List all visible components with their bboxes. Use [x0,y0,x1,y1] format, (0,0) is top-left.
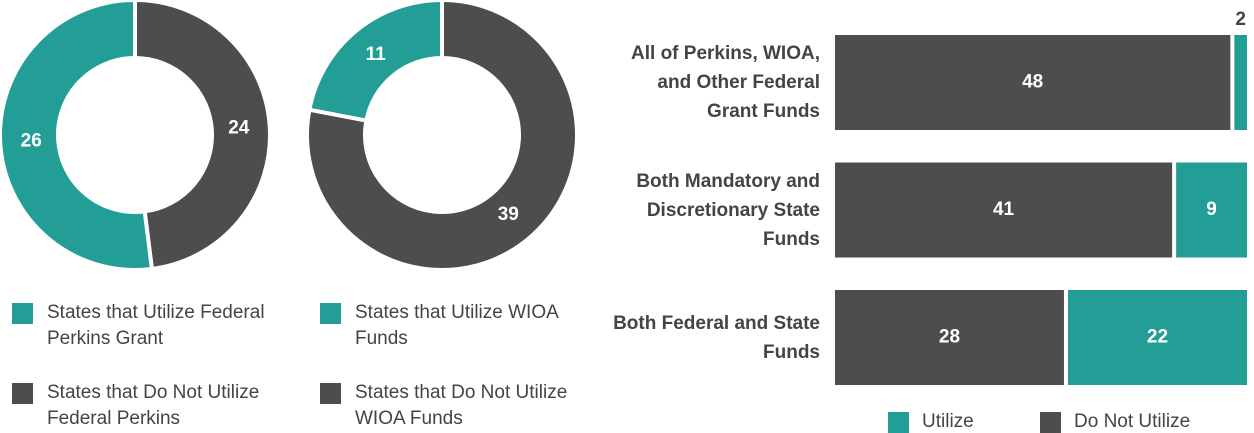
legend-swatch [1040,412,1061,433]
data-label: 39 [498,204,519,225]
data-label: 24 [228,117,250,138]
category-label: Both Mandatory and Discretionary State F… [636,170,820,250]
donut-segment [307,0,444,123]
donut-segment [0,0,155,272]
legend-label: States that Do Not Utilize Federal Perki… [47,382,260,429]
bar-segment [835,162,1173,258]
bar-segment [835,35,1231,130]
legend-swatch [12,383,33,404]
data-label: 2 [1235,9,1246,30]
bar-segment [1067,290,1247,385]
legend-label: States that Utilize Federal Perkins Gran… [47,302,265,349]
data-label: 48 [1022,72,1043,93]
legend-label: Do Not Utilize [1074,411,1191,432]
data-label: 26 [21,131,42,152]
donut-segment [305,0,579,272]
category-label: All of Perkins, WIOA, and Other Federal … [631,43,820,122]
bar-segment [835,290,1064,385]
legend-label: States that Utilize WIOA Funds [355,302,558,349]
bar-segment [1234,35,1247,130]
bar-segment [1176,162,1247,258]
data-label: 41 [993,199,1015,220]
data-label: 28 [939,327,960,348]
legend-swatch [320,303,341,324]
category-label: Both Federal and State Funds [613,312,820,363]
legend-swatch [888,412,909,433]
data-label: 22 [1147,327,1168,348]
legend-swatch [12,303,33,324]
data-label: 9 [1206,199,1217,220]
legend-label: States that Do Not Utilize WIOA Funds [355,382,568,429]
legend-swatch [320,383,341,404]
data-label: 11 [366,44,387,65]
legend-label: Utilize [922,411,974,432]
donut-segment [133,0,272,272]
